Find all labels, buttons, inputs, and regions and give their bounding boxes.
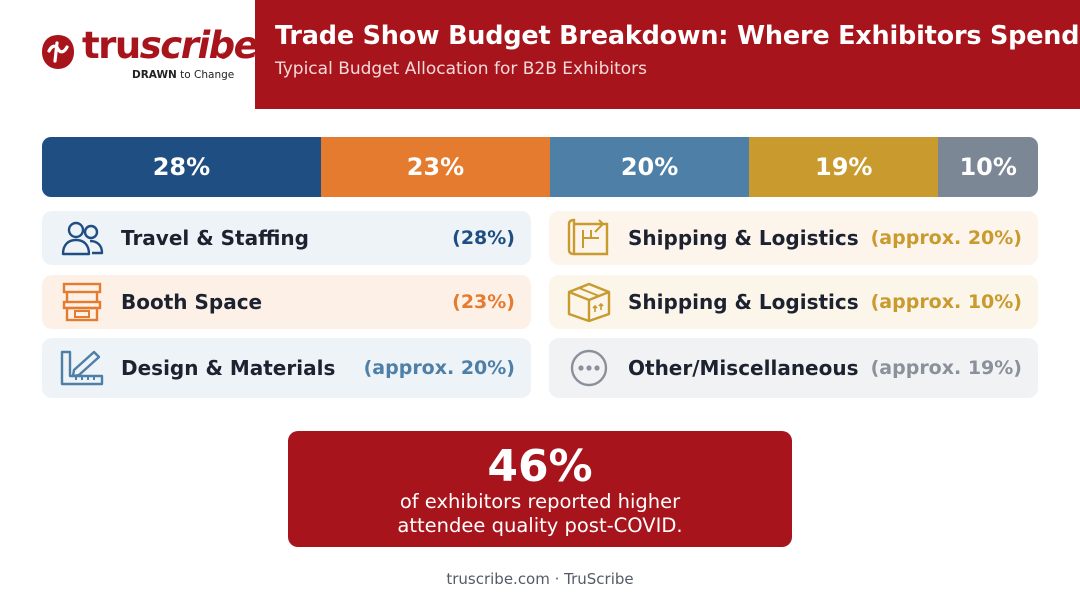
bar-segment-3: 20% [549,137,750,197]
more-dots-icon [565,348,613,388]
bar-segment-label-4: 19% [815,153,873,181]
bar-segment-label-3: 20% [620,153,679,181]
legend-card-right-3: Other/Miscellaneous (approx. 19%) [549,338,1038,398]
legend-label: Design & Materials [121,356,336,380]
logo-wordmark: truscribe [82,24,259,67]
truscribe-logo: truscribe ® DRAWN to Change [0,0,259,108]
legend-card-left-2: Booth Space (23%) [42,275,531,329]
bar-segment-5: 10% [938,137,1038,197]
legend-percent: (approx. 20%) [363,357,515,379]
legend-label: Shipping & Logistics [628,290,859,314]
legend-percent: (approx. 10%) [870,291,1022,313]
page-title: Trade Show Budget Breakdown: Where Exhib… [275,21,1080,51]
ruler-pencil-icon [58,348,106,388]
header-band: Trade Show Budget Breakdown: Where Exhib… [255,0,1080,109]
bar-segment-1: 28% [42,137,321,197]
booth-icon [58,282,106,322]
legend-card-right-2: Shipping & Logistics (approx. 10%) [549,275,1038,329]
legend-card-left-1: Travel & Staffing (28%) [42,211,531,265]
page-subtitle: Typical Budget Allocation for B2B Exhibi… [275,59,648,79]
legend-percent: (approx. 20%) [870,227,1022,249]
bar-segment-2: 23% [320,137,550,197]
legend-percent: (28%) [452,227,515,249]
legend-label: Shipping & Logistics [628,226,859,250]
stat-text: of exhibitors reported higher attendee q… [288,490,792,538]
legend-label: Booth Space [121,290,263,314]
bar-segment-label-1: 28% [152,153,211,181]
bar-segment-label-2: 23% [406,153,465,181]
footer-credit: truscribe.com · TruScribe [446,570,634,588]
stat-value: 46% [487,441,593,492]
stacked-budget-bar: 28% 23% 20% 19% 10% [42,137,1038,197]
logo-registered-mark: ® [219,52,228,62]
logo-tagline: DRAWN to Change [132,69,235,81]
blueprint-icon [565,218,613,258]
package-icon [565,282,613,323]
bar-segment-label-5: 10% [959,153,1017,181]
legend-percent: (23%) [452,291,515,313]
legend-label: Travel & Staffing [121,226,309,250]
legend-card-left-3: Design & Materials (approx. 20%) [42,338,531,398]
legend-label: Other/Miscellaneous [628,356,859,380]
stat-text-line-1: of exhibitors reported higher [399,490,681,513]
people-icon [58,218,106,258]
truscribe-logo-mark-icon [42,35,74,69]
stat-callout: 46% of exhibitors reported higher attend… [288,431,792,547]
bar-segment-4: 19% [749,137,939,197]
legend-percent: (approx. 19%) [870,357,1022,379]
stat-text-line-2: attendee quality post-COVID. [397,514,683,537]
legend-card-right-1: Shipping & Logistics (approx. 20%) [549,211,1038,265]
